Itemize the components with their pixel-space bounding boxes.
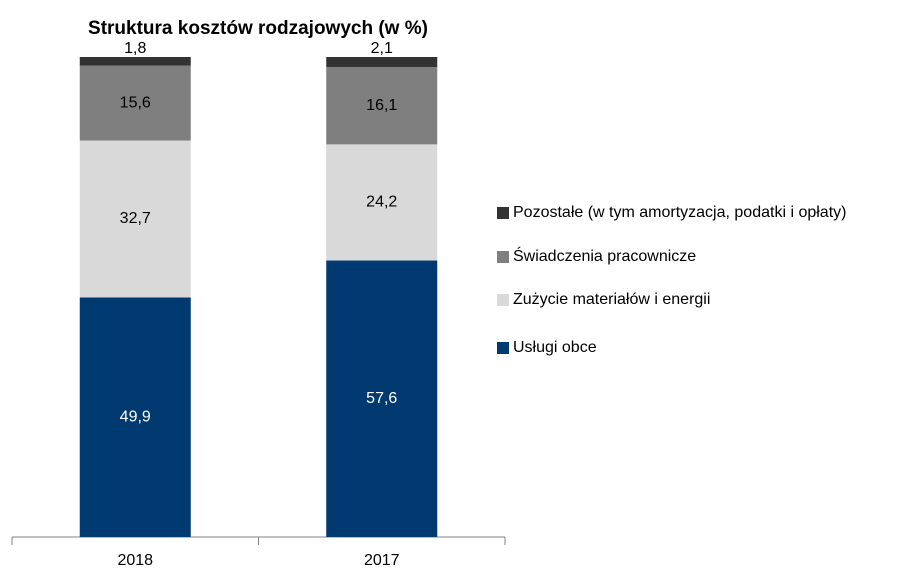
legend-label: Usługi obce: [513, 339, 597, 356]
data-label: 57,6: [366, 390, 397, 407]
data-label: 24,2: [366, 194, 397, 211]
data-label: 16,1: [366, 97, 397, 114]
data-label: 15,6: [120, 94, 151, 111]
legend-swatch: [497, 251, 509, 263]
data-label: 49,9: [120, 408, 151, 425]
legend-label: Zużycie materiałów i energii: [513, 291, 710, 308]
data-label: 2,1: [371, 40, 393, 57]
bar-segment: [326, 144, 438, 261]
bar-segment: [326, 260, 438, 537]
x-tick-label: 2018: [117, 552, 153, 569]
data-label: 32,7: [120, 210, 151, 227]
bar-segment: [326, 67, 438, 145]
legend-label: Świadczenia pracownicze: [513, 246, 696, 265]
legend-swatch: [497, 207, 509, 219]
chart-title: Struktura kosztów rodzajowych (w %): [88, 18, 428, 39]
x-tick-label: 2017: [364, 552, 400, 569]
legend-swatch: [497, 294, 509, 306]
bar-segment: [79, 297, 191, 537]
bar-segment: [326, 57, 438, 68]
legend-swatch: [497, 342, 509, 354]
bar-segment: [79, 140, 191, 298]
data-label: 1,8: [124, 40, 146, 57]
legend-label: Pozostałe (w tym amortyzacja, podatki i …: [513, 204, 846, 221]
bar-segment: [79, 57, 191, 66]
bar-segment: [79, 65, 191, 141]
